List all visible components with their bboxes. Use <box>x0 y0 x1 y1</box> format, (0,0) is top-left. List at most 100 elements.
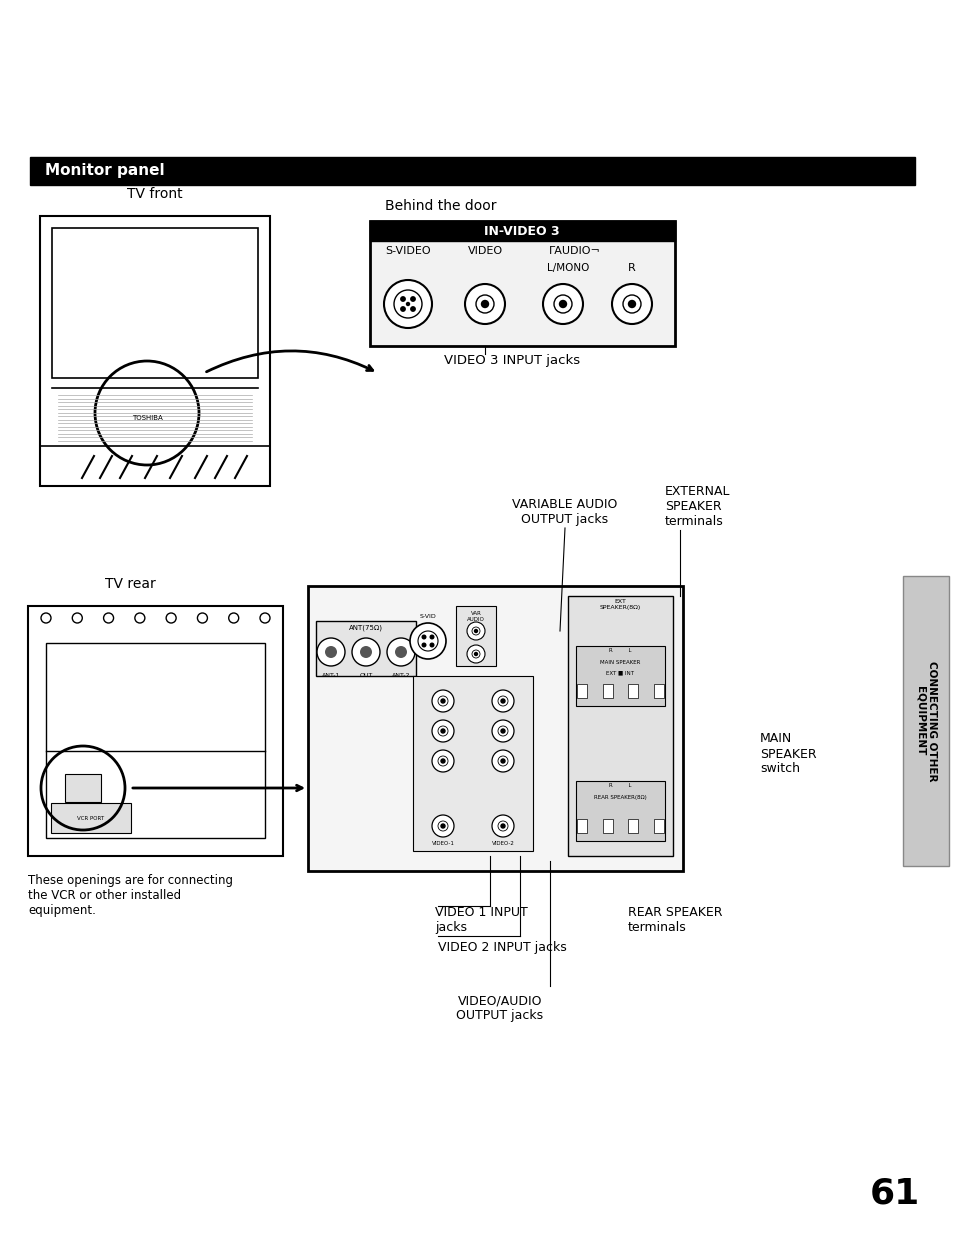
Circle shape <box>500 729 504 733</box>
Text: VIDEO 2 INPUT jacks: VIDEO 2 INPUT jacks <box>437 941 566 954</box>
Circle shape <box>440 759 444 763</box>
Text: R: R <box>627 263 636 273</box>
Bar <box>628 684 638 698</box>
Circle shape <box>410 623 446 659</box>
Bar <box>28 606 283 856</box>
Circle shape <box>500 759 504 763</box>
Text: S-VID: S-VID <box>419 614 436 619</box>
Bar <box>577 684 586 698</box>
Circle shape <box>400 307 405 312</box>
Bar <box>308 586 682 871</box>
Text: R         L: R L <box>608 648 631 653</box>
Bar <box>628 819 638 834</box>
Bar <box>65 774 101 802</box>
Circle shape <box>612 284 651 324</box>
Circle shape <box>432 690 454 711</box>
Circle shape <box>558 300 566 308</box>
Text: VIDEO-2: VIDEO-2 <box>491 841 514 846</box>
Text: TOSHIBA: TOSHIBA <box>132 415 162 421</box>
Text: CONNECTING OTHER
EQUIPMENT: CONNECTING OTHER EQUIPMENT <box>914 660 936 781</box>
Text: MAIN SPEAKER: MAIN SPEAKER <box>599 660 639 665</box>
Text: REAR SPEAKER
terminals: REAR SPEAKER terminals <box>627 906 721 934</box>
Circle shape <box>432 720 454 743</box>
Text: EXT
SPEAKER(8Ω): EXT SPEAKER(8Ω) <box>598 599 640 609</box>
Text: TV front: TV front <box>127 187 183 201</box>
Text: VIDEO/AUDIO
OUTPUT jacks: VIDEO/AUDIO OUTPUT jacks <box>456 994 543 1022</box>
Text: Behind the door: Behind the door <box>385 199 496 213</box>
Circle shape <box>492 690 514 711</box>
Circle shape <box>474 653 477 655</box>
Text: TV rear: TV rear <box>105 577 155 591</box>
Text: VIDEO: VIDEO <box>467 245 502 255</box>
Text: OUT: OUT <box>359 673 373 678</box>
Text: VARIABLE AUDIO
OUTPUT jacks: VARIABLE AUDIO OUTPUT jacks <box>512 498 617 526</box>
Circle shape <box>492 720 514 743</box>
Circle shape <box>316 638 345 667</box>
Bar <box>46 643 265 839</box>
Circle shape <box>492 815 514 837</box>
Bar <box>456 606 496 667</box>
Circle shape <box>492 750 514 773</box>
Circle shape <box>432 815 454 837</box>
Text: VIDEO 1 INPUT
jacks: VIDEO 1 INPUT jacks <box>435 906 527 934</box>
Bar <box>902 576 948 866</box>
Text: ANT(75Ω): ANT(75Ω) <box>349 624 382 630</box>
Circle shape <box>384 280 432 328</box>
Bar <box>315 621 416 677</box>
Bar <box>602 684 612 698</box>
Circle shape <box>411 307 415 312</box>
Text: EXT ■ INT: EXT ■ INT <box>605 670 634 675</box>
Bar <box>602 819 612 834</box>
Circle shape <box>440 699 444 703</box>
Circle shape <box>440 729 444 733</box>
Circle shape <box>440 824 444 829</box>
Text: IN-VIDEO 3: IN-VIDEO 3 <box>484 224 559 238</box>
Text: ANT-1: ANT-1 <box>321 673 340 678</box>
Text: R         L: R L <box>608 782 631 787</box>
Circle shape <box>500 824 504 829</box>
Text: REAR SPEAKER(8Ω): REAR SPEAKER(8Ω) <box>593 795 646 800</box>
Text: ΓAUDIO¬: ΓAUDIO¬ <box>549 245 600 255</box>
Circle shape <box>467 622 484 640</box>
Bar <box>413 677 533 851</box>
Bar <box>576 645 664 706</box>
Bar <box>51 802 131 834</box>
Circle shape <box>481 300 488 308</box>
Bar <box>40 216 270 486</box>
Circle shape <box>542 284 582 324</box>
Text: VAR
AUDIO: VAR AUDIO <box>467 611 484 622</box>
Circle shape <box>628 300 635 308</box>
Text: VCR PORT: VCR PORT <box>77 815 105 821</box>
Circle shape <box>464 284 504 324</box>
Circle shape <box>432 750 454 773</box>
Bar <box>577 819 586 834</box>
Circle shape <box>467 645 484 663</box>
Circle shape <box>474 629 477 633</box>
Text: These openings are for connecting
the VCR or other installed
equipment.: These openings are for connecting the VC… <box>28 873 233 917</box>
Bar <box>370 221 675 240</box>
Circle shape <box>430 635 434 639</box>
Circle shape <box>406 303 409 305</box>
Circle shape <box>395 645 407 658</box>
Text: MAIN
SPEAKER
switch: MAIN SPEAKER switch <box>760 733 816 775</box>
Text: EXTERNAL
SPEAKER
terminals: EXTERNAL SPEAKER terminals <box>664 485 730 528</box>
Circle shape <box>359 645 372 658</box>
Bar <box>576 781 664 841</box>
Bar <box>30 157 914 184</box>
Circle shape <box>352 638 379 667</box>
Circle shape <box>325 645 336 658</box>
Text: ANT-2: ANT-2 <box>392 673 410 678</box>
Text: 61: 61 <box>869 1177 919 1211</box>
Bar <box>370 221 675 346</box>
Circle shape <box>411 297 415 302</box>
Text: VIDEO 3 INPUT jacks: VIDEO 3 INPUT jacks <box>443 354 579 368</box>
Text: S-VIDEO: S-VIDEO <box>385 245 431 255</box>
Circle shape <box>422 643 425 647</box>
Circle shape <box>500 699 504 703</box>
Circle shape <box>400 297 405 302</box>
Text: VIDEO-1: VIDEO-1 <box>431 841 454 846</box>
Text: L/MONO: L/MONO <box>546 263 589 273</box>
Bar <box>52 228 257 378</box>
Bar <box>654 819 663 834</box>
Circle shape <box>387 638 415 667</box>
